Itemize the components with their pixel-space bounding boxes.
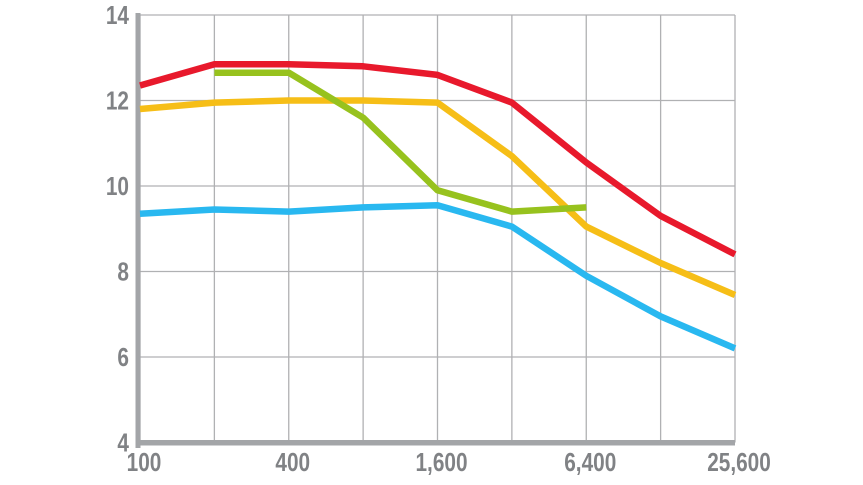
y-tick-label: 10 bbox=[106, 172, 129, 201]
y-tick-label: 12 bbox=[106, 86, 129, 115]
series-red-line bbox=[139, 60, 737, 258]
series-green-line bbox=[214, 69, 587, 215]
x-tick-label: 400 bbox=[275, 448, 310, 477]
x-tick-label: 100 bbox=[127, 448, 162, 477]
x-tick-label: 25,600 bbox=[707, 448, 771, 477]
x-tick-label: 1,600 bbox=[415, 448, 467, 477]
series-blue-line bbox=[139, 201, 737, 352]
y-tick-label: 4 bbox=[117, 428, 129, 457]
y-axis-bar bbox=[135, 13, 141, 448]
series-yellow-line bbox=[139, 97, 737, 298]
x-tick-label: 6,400 bbox=[564, 448, 616, 477]
y-tick-label: 6 bbox=[117, 343, 129, 372]
y-tick-label: 8 bbox=[117, 257, 129, 286]
x-axis-bar bbox=[135, 440, 735, 446]
y-tick-label: 14 bbox=[106, 1, 129, 30]
